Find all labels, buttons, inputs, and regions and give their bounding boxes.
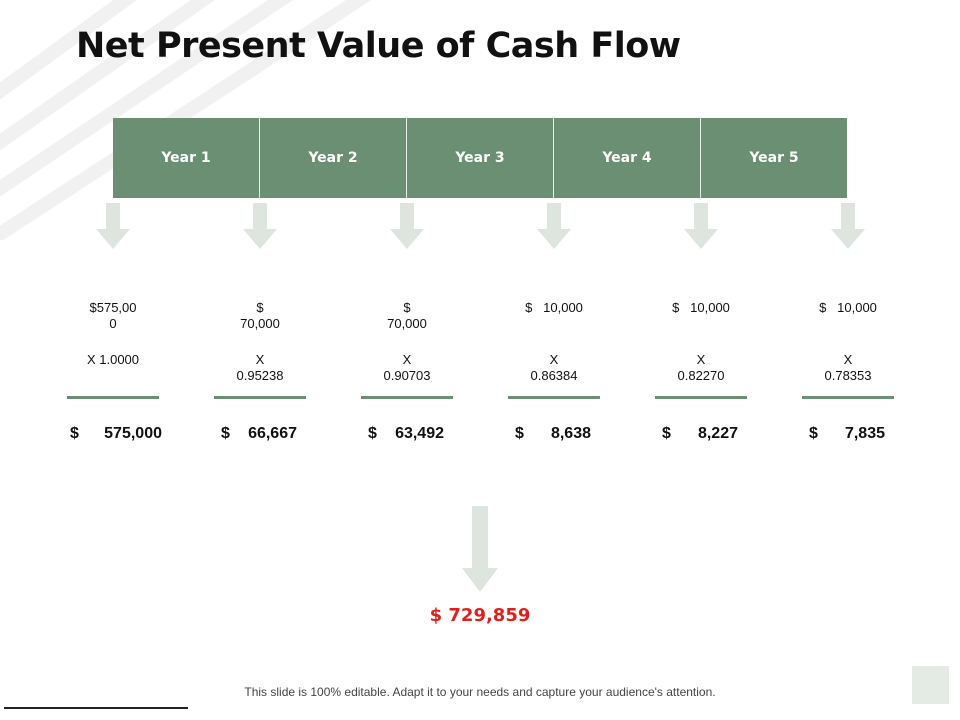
divider-line (361, 396, 453, 399)
discount-factor: X 0.82270 (677, 352, 725, 383)
footer-note: This slide is 100% editable. Adapt it to… (244, 685, 716, 699)
currency-symbol: $ (515, 425, 524, 442)
discount-factor: X 1.0000 (86, 352, 140, 367)
cash-flow-amount: $ 70,000 (387, 300, 427, 331)
cash-flow-amount: $575,00 0 (89, 300, 137, 331)
down-arrow-icon (390, 203, 424, 249)
currency-symbol: $ (368, 425, 377, 442)
currency-symbol: $ (70, 425, 79, 442)
divider-line (508, 396, 600, 399)
currency-symbol: $ (809, 425, 818, 442)
divider-line (67, 396, 159, 399)
down-arrow-icon (96, 203, 130, 249)
present-value-amount: 66,667 (248, 425, 297, 442)
year-cell: Year 3 (406, 118, 553, 198)
cash-flow-amount: $ 10,000 (672, 300, 730, 315)
down-arrow-icon (831, 203, 865, 249)
present-value: $ 8,227 (662, 425, 738, 443)
page-title: Net Present Value of Cash Flow (76, 26, 681, 66)
divider-line (802, 396, 894, 399)
present-value: $ 63,492 (368, 425, 444, 443)
down-arrow-icon (243, 203, 277, 249)
year-cell: Year 5 (700, 118, 847, 198)
down-arrow-icon (537, 203, 571, 249)
present-value: $ 575,000 (70, 425, 162, 443)
discount-factor: X 0.78353 (824, 352, 872, 383)
present-value-amount: 8,227 (697, 425, 738, 442)
present-value: $ 8,638 (515, 425, 591, 443)
present-value-amount: 7,835 (844, 425, 885, 442)
present-value-amount: 8,638 (550, 425, 591, 442)
present-value: $ 66,667 (221, 425, 297, 443)
year-cell: Year 1 (161, 150, 211, 166)
corner-block (912, 666, 949, 704)
discount-factor: X 0.86384 (530, 352, 578, 383)
present-value-amount: 63,492 (395, 425, 444, 442)
cash-flow-amount: $ 70,000 (240, 300, 280, 331)
year-cell: Year 4 (553, 118, 700, 198)
divider-line (214, 396, 306, 399)
year-cell: Year 2 (259, 118, 406, 198)
year-header-band: Year 1 Year 2 Year 3 Year 4 Year 5 (113, 118, 847, 198)
divider-line (655, 396, 747, 399)
cash-flow-amount: $ 10,000 (819, 300, 877, 315)
currency-symbol: $ (662, 425, 671, 442)
footer-line (4, 707, 188, 709)
present-value-amount: 575,000 (104, 425, 162, 442)
down-arrow-icon (462, 506, 498, 592)
npv-total: $ 729,859 (429, 605, 531, 626)
discount-factor: X 0.95238 (236, 352, 284, 383)
currency-symbol: $ (221, 425, 230, 442)
cash-flow-amount: $ 10,000 (525, 300, 583, 315)
down-arrow-icon (684, 203, 718, 249)
discount-factor: X 0.90703 (383, 352, 431, 383)
present-value: $ 7,835 (809, 425, 885, 443)
